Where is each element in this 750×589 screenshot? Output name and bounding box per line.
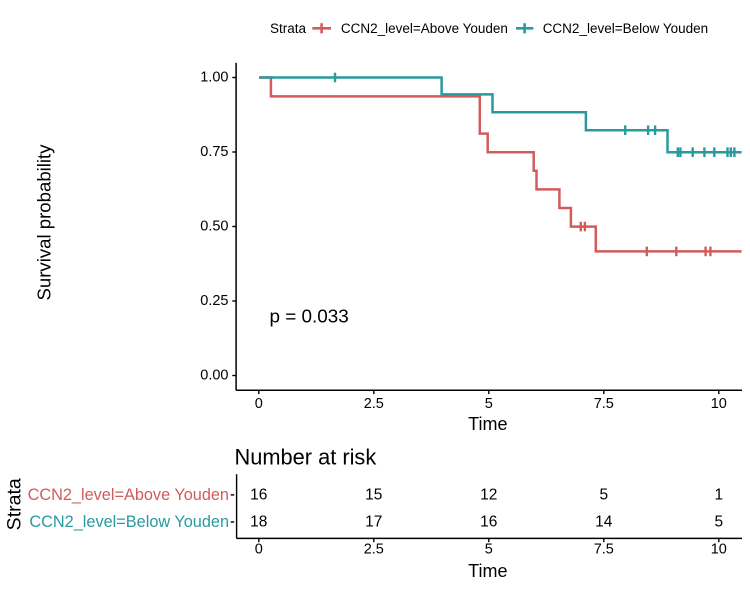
svg-text:0: 0 bbox=[255, 542, 263, 558]
svg-text:0: 0 bbox=[255, 396, 263, 412]
svg-text:16: 16 bbox=[250, 486, 267, 503]
svg-text:1: 1 bbox=[714, 486, 723, 503]
svg-text:Survival probability: Survival probability bbox=[34, 144, 55, 301]
svg-text:10: 10 bbox=[711, 396, 727, 412]
svg-text:7.5: 7.5 bbox=[594, 542, 614, 558]
svg-text:10: 10 bbox=[711, 542, 727, 558]
svg-text:CCN2_level=Above Youden: CCN2_level=Above Youden bbox=[341, 21, 508, 36]
svg-text:0.75: 0.75 bbox=[200, 144, 228, 160]
svg-text:5: 5 bbox=[714, 514, 723, 531]
svg-text:2.5: 2.5 bbox=[364, 542, 384, 558]
svg-text:Time: Time bbox=[468, 414, 507, 434]
svg-text:12: 12 bbox=[480, 486, 497, 503]
svg-text:7.5: 7.5 bbox=[594, 396, 614, 412]
svg-text:14: 14 bbox=[595, 514, 613, 531]
svg-text:Strata: Strata bbox=[270, 21, 307, 36]
svg-text:15: 15 bbox=[365, 486, 382, 503]
svg-text:5: 5 bbox=[485, 396, 493, 412]
svg-text:CCN2_level=Below Youden: CCN2_level=Below Youden bbox=[543, 21, 709, 36]
svg-text:1.00: 1.00 bbox=[200, 70, 228, 86]
svg-text:16: 16 bbox=[480, 514, 497, 531]
svg-text:17: 17 bbox=[365, 514, 382, 531]
svg-text:Strata: Strata bbox=[4, 478, 26, 530]
svg-text:CCN2_level=Above Youden: CCN2_level=Above Youden bbox=[28, 486, 229, 504]
svg-text:Time: Time bbox=[468, 561, 507, 581]
svg-text:p = 0.033: p = 0.033 bbox=[270, 307, 349, 328]
svg-text:18: 18 bbox=[250, 514, 267, 531]
svg-text:5: 5 bbox=[599, 486, 608, 503]
svg-text:2.5: 2.5 bbox=[364, 396, 384, 412]
svg-text:Number at risk: Number at risk bbox=[235, 444, 377, 469]
svg-text:0.00: 0.00 bbox=[200, 368, 228, 384]
svg-text:0.50: 0.50 bbox=[200, 219, 228, 235]
svg-text:0.25: 0.25 bbox=[200, 293, 228, 309]
svg-text:5: 5 bbox=[485, 542, 493, 558]
svg-text:CCN2_level=Below Youden: CCN2_level=Below Youden bbox=[29, 513, 229, 531]
